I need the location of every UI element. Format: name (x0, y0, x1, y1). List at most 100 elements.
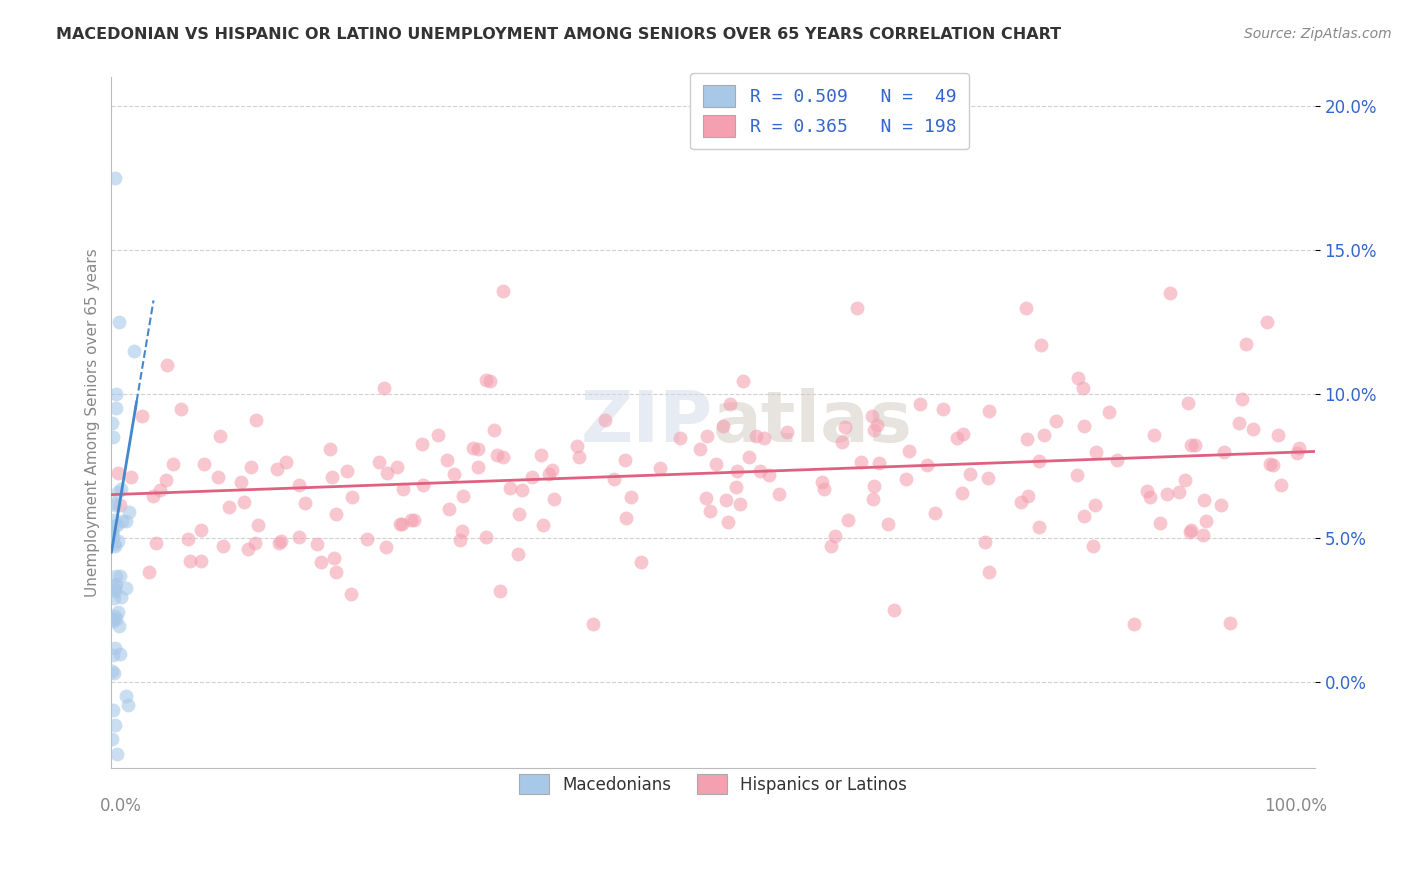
Text: atlas: atlas (713, 388, 912, 458)
Point (212, 539, 235, 553)
Point (269, 536, 291, 550)
Point (340, 490, 363, 504)
Point (450, 524, 472, 539)
Point (443, 467, 465, 482)
Point (1067, 371, 1090, 385)
Point (105, 612, 128, 626)
Text: ZIP: ZIP (581, 388, 713, 458)
Point (105, 387, 128, 401)
Point (813, 482, 835, 496)
Point (108, 315, 131, 329)
Point (1084, 498, 1107, 512)
Point (124, 343, 146, 358)
Point (103, 612, 125, 626)
Point (979, 565, 1001, 579)
Point (1209, 498, 1232, 512)
Point (101, 416, 124, 430)
Point (695, 491, 717, 505)
Point (190, 553, 212, 567)
Point (104, 641, 127, 656)
Point (411, 436, 433, 450)
Point (231, 475, 253, 489)
Point (711, 419, 734, 434)
Point (862, 423, 884, 437)
Point (582, 617, 605, 632)
Point (620, 490, 643, 504)
Point (754, 432, 776, 446)
Point (1017, 489, 1039, 503)
Point (1033, 428, 1056, 442)
Point (111, 514, 134, 528)
Point (274, 455, 297, 469)
Point (568, 450, 591, 464)
Point (1029, 337, 1052, 351)
Point (105, 747, 128, 761)
Point (1184, 437, 1206, 451)
Point (950, 485, 973, 500)
Point (894, 472, 917, 486)
Point (391, 482, 413, 496)
Point (103, 537, 125, 551)
Point (976, 470, 998, 484)
Point (104, 498, 127, 512)
Point (1073, 418, 1095, 433)
Point (862, 491, 884, 506)
Point (266, 461, 288, 475)
Point (932, 402, 955, 417)
Point (1263, 458, 1285, 472)
Point (218, 500, 240, 515)
Point (104, 579, 127, 593)
Point (478, 374, 501, 388)
Point (321, 470, 343, 484)
Point (565, 439, 588, 453)
Point (475, 530, 498, 544)
Point (1105, 453, 1128, 467)
Point (374, 540, 396, 554)
Point (449, 533, 471, 548)
Point (177, 532, 200, 546)
Point (704, 457, 727, 471)
Point (860, 409, 883, 423)
Point (520, 470, 543, 484)
Point (104, 401, 127, 416)
Point (356, 533, 378, 547)
Point (388, 517, 411, 532)
Point (103, 518, 125, 533)
Point (101, 530, 124, 544)
Point (1143, 427, 1166, 442)
Point (851, 455, 873, 469)
Point (593, 413, 616, 427)
Point (103, 582, 125, 596)
Point (1081, 539, 1104, 553)
Point (467, 442, 489, 456)
Point (1028, 454, 1050, 468)
Point (412, 478, 434, 492)
Point (602, 472, 624, 486)
Point (1156, 486, 1178, 500)
Point (101, 525, 124, 540)
Point (436, 453, 458, 467)
Point (288, 530, 311, 544)
Point (776, 425, 799, 439)
Point (107, 466, 129, 480)
Point (149, 483, 172, 497)
Point (537, 467, 560, 481)
Point (1230, 392, 1253, 406)
Point (100, 732, 122, 747)
Point (103, 666, 125, 681)
Point (107, 485, 129, 500)
Point (543, 492, 565, 507)
Legend: Macedonians, Hispanics or Latinos: Macedonians, Hispanics or Latinos (513, 767, 914, 801)
Point (846, 301, 869, 315)
Point (104, 609, 127, 624)
Point (101, 664, 124, 678)
Point (868, 456, 890, 470)
Point (339, 587, 361, 601)
Point (101, 703, 124, 717)
Point (426, 427, 449, 442)
Point (118, 505, 141, 519)
Point (104, 576, 127, 591)
Point (179, 554, 201, 568)
Point (1219, 616, 1241, 631)
Point (120, 470, 142, 484)
